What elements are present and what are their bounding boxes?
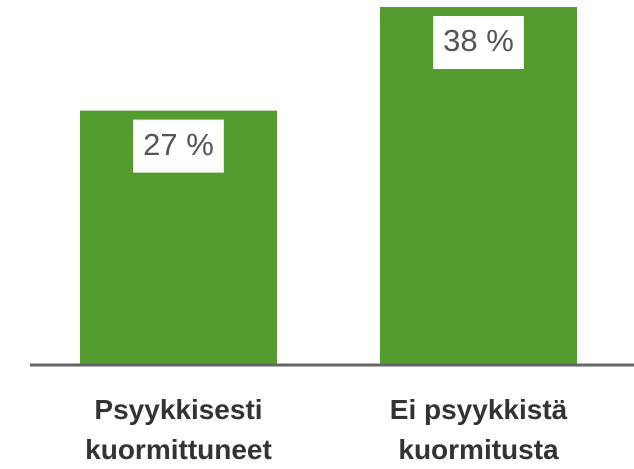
value-label: 38 % [443,23,514,58]
value-label: 27 % [143,127,214,162]
value-label-bg [133,119,224,173]
value-label-bg [433,16,524,69]
x-tick-label: Ei psyykkistä kuormitusta [389,394,568,465]
x-tick-label: Psyykkisesti kuormittuneet [85,394,272,465]
